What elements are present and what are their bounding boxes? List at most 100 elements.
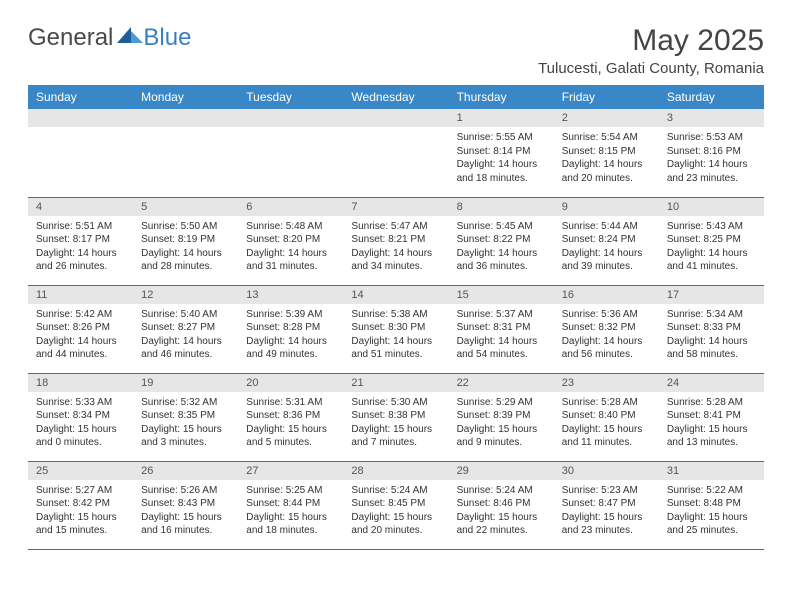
daylight-line-2: and 31 minutes.	[246, 260, 335, 274]
day-details: Sunrise: 5:22 AMSunset: 8:48 PMDaylight:…	[659, 482, 764, 542]
day-details: Sunrise: 5:24 AMSunset: 8:46 PMDaylight:…	[449, 482, 554, 542]
daylight-line-2: and 36 minutes.	[457, 260, 546, 274]
brand-word-2: Blue	[143, 24, 191, 52]
sunrise-text: Sunrise: 5:30 AM	[351, 396, 440, 410]
day-details: Sunrise: 5:24 AMSunset: 8:45 PMDaylight:…	[343, 482, 448, 542]
sunrise-text: Sunrise: 5:22 AM	[667, 484, 756, 498]
daylight-line-1: Daylight: 15 hours	[351, 423, 440, 437]
day-details: Sunrise: 5:33 AMSunset: 8:34 PMDaylight:…	[28, 394, 133, 454]
daylight-line-2: and 3 minutes.	[141, 436, 230, 450]
day-details: Sunrise: 5:39 AMSunset: 8:28 PMDaylight:…	[238, 306, 343, 366]
day-number: 2	[554, 109, 659, 127]
sunset-text: Sunset: 8:41 PM	[667, 409, 756, 423]
day-number: 27	[238, 462, 343, 480]
sunrise-text: Sunrise: 5:42 AM	[36, 308, 125, 322]
daylight-line-2: and 18 minutes.	[457, 172, 546, 186]
daylight-line-1: Daylight: 14 hours	[246, 335, 335, 349]
sunset-text: Sunset: 8:17 PM	[36, 233, 125, 247]
calendar-empty-cell	[133, 109, 238, 197]
sunrise-text: Sunrise: 5:37 AM	[457, 308, 546, 322]
sunrise-text: Sunrise: 5:31 AM	[246, 396, 335, 410]
day-number: 19	[133, 374, 238, 392]
day-number: 17	[659, 286, 764, 304]
daylight-line-1: Daylight: 15 hours	[457, 423, 546, 437]
sunset-text: Sunset: 8:22 PM	[457, 233, 546, 247]
calendar-day-cell: 18Sunrise: 5:33 AMSunset: 8:34 PMDayligh…	[28, 373, 133, 461]
sunrise-text: Sunrise: 5:24 AM	[351, 484, 440, 498]
daylight-line-1: Daylight: 14 hours	[667, 247, 756, 261]
day-number: 14	[343, 286, 448, 304]
day-number: 29	[449, 462, 554, 480]
day-number	[238, 109, 343, 127]
sunrise-text: Sunrise: 5:29 AM	[457, 396, 546, 410]
daylight-line-2: and 18 minutes.	[246, 524, 335, 538]
day-number: 3	[659, 109, 764, 127]
day-number: 21	[343, 374, 448, 392]
sunset-text: Sunset: 8:44 PM	[246, 497, 335, 511]
daylight-line-2: and 26 minutes.	[36, 260, 125, 274]
daylight-line-2: and 39 minutes.	[562, 260, 651, 274]
sunset-text: Sunset: 8:45 PM	[351, 497, 440, 511]
daylight-line-1: Daylight: 15 hours	[141, 423, 230, 437]
sunset-text: Sunset: 8:24 PM	[562, 233, 651, 247]
sunrise-text: Sunrise: 5:34 AM	[667, 308, 756, 322]
day-details: Sunrise: 5:28 AMSunset: 8:41 PMDaylight:…	[659, 394, 764, 454]
day-details: Sunrise: 5:27 AMSunset: 8:42 PMDaylight:…	[28, 482, 133, 542]
sunrise-text: Sunrise: 5:38 AM	[351, 308, 440, 322]
calendar-day-cell: 22Sunrise: 5:29 AMSunset: 8:39 PMDayligh…	[449, 373, 554, 461]
calendar-empty-cell	[343, 109, 448, 197]
calendar-day-cell: 10Sunrise: 5:43 AMSunset: 8:25 PMDayligh…	[659, 197, 764, 285]
day-number: 20	[238, 374, 343, 392]
calendar-day-cell: 4Sunrise: 5:51 AMSunset: 8:17 PMDaylight…	[28, 197, 133, 285]
day-details: Sunrise: 5:51 AMSunset: 8:17 PMDaylight:…	[28, 218, 133, 278]
sunset-text: Sunset: 8:35 PM	[141, 409, 230, 423]
daylight-line-2: and 7 minutes.	[351, 436, 440, 450]
day-details: Sunrise: 5:29 AMSunset: 8:39 PMDaylight:…	[449, 394, 554, 454]
calendar-day-cell: 19Sunrise: 5:32 AMSunset: 8:35 PMDayligh…	[133, 373, 238, 461]
day-number: 10	[659, 198, 764, 216]
calendar-day-cell: 25 Sunrise: 5:27 AMSunset: 8:42 PMDayligh…	[28, 461, 133, 549]
weekday-header: Saturday	[659, 85, 764, 109]
calendar-day-cell: 26Sunrise: 5:26 AMSunset: 8:43 PMDayligh…	[133, 461, 238, 549]
daylight-line-2: and 44 minutes.	[36, 348, 125, 362]
sunset-text: Sunset: 8:30 PM	[351, 321, 440, 335]
sunrise-text: Sunrise: 5:55 AM	[457, 131, 546, 145]
day-details: Sunrise: 5:34 AMSunset: 8:33 PMDaylight:…	[659, 306, 764, 366]
calendar-empty-cell	[238, 109, 343, 197]
day-number: 30	[554, 462, 659, 480]
day-number: 15	[449, 286, 554, 304]
daylight-line-1: Daylight: 14 hours	[457, 335, 546, 349]
daylight-line-1: Daylight: 14 hours	[457, 247, 546, 261]
calendar-day-cell: 9Sunrise: 5:44 AMSunset: 8:24 PMDaylight…	[554, 197, 659, 285]
day-number: 31	[659, 462, 764, 480]
daylight-line-1: Daylight: 15 hours	[562, 511, 651, 525]
day-details: Sunrise: 5:54 AMSunset: 8:15 PMDaylight:…	[554, 129, 659, 189]
sunset-text: Sunset: 8:36 PM	[246, 409, 335, 423]
calendar-day-cell: 14Sunrise: 5:38 AMSunset: 8:30 PMDayligh…	[343, 285, 448, 373]
calendar-day-cell: 27Sunrise: 5:25 AMSunset: 8:44 PMDayligh…	[238, 461, 343, 549]
sunrise-text: Sunrise: 5:45 AM	[457, 220, 546, 234]
daylight-line-2: and 41 minutes.	[667, 260, 756, 274]
daylight-line-2: and 46 minutes.	[141, 348, 230, 362]
calendar-day-cell: 12Sunrise: 5:40 AMSunset: 8:27 PMDayligh…	[133, 285, 238, 373]
sunrise-text: Sunrise: 5:27 AM	[36, 484, 125, 498]
daylight-line-1: Daylight: 15 hours	[667, 511, 756, 525]
sunrise-text: Sunrise: 5:28 AM	[562, 396, 651, 410]
calendar-week-row: 1Sunrise: 5:55 AMSunset: 8:14 PMDaylight…	[28, 109, 764, 197]
daylight-line-1: Daylight: 14 hours	[36, 247, 125, 261]
sunset-text: Sunset: 8:31 PM	[457, 321, 546, 335]
calendar-day-cell: 29 Sunrise: 5:24 AMSunset: 8:46 PMDayligh…	[449, 461, 554, 549]
sunrise-text: Sunrise: 5:50 AM	[141, 220, 230, 234]
sunrise-text: Sunrise: 5:33 AM	[36, 396, 125, 410]
calendar-empty-cell	[28, 109, 133, 197]
sunrise-text: Sunrise: 5:48 AM	[246, 220, 335, 234]
day-number	[343, 109, 448, 127]
day-number: 25	[28, 462, 133, 480]
sunset-text: Sunset: 8:43 PM	[141, 497, 230, 511]
day-number: 11	[28, 286, 133, 304]
daylight-line-1: Daylight: 14 hours	[141, 335, 230, 349]
day-number: 16	[554, 286, 659, 304]
sunset-text: Sunset: 8:19 PM	[141, 233, 230, 247]
daylight-line-2: and 23 minutes.	[667, 172, 756, 186]
sunrise-text: Sunrise: 5:51 AM	[36, 220, 125, 234]
